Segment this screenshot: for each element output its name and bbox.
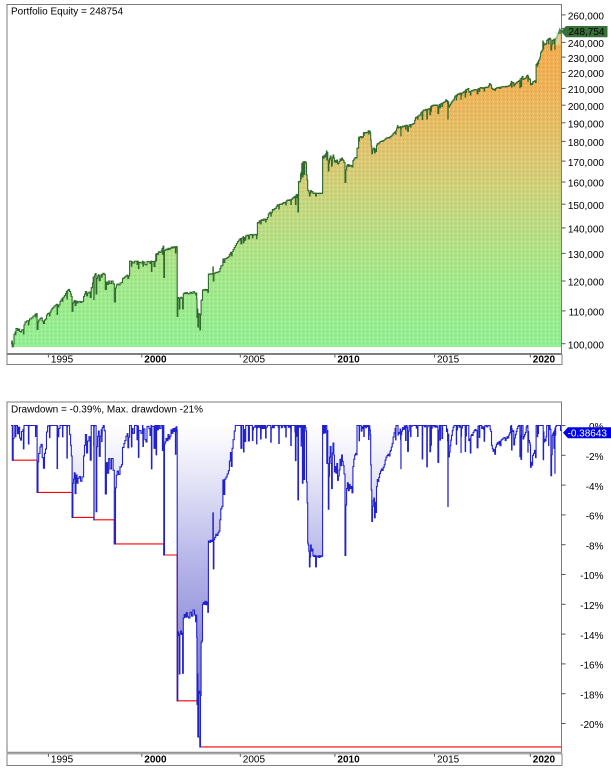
svg-text:240,000: 240,000 xyxy=(568,39,605,50)
svg-text:2010: 2010 xyxy=(337,755,360,766)
svg-text:2020: 2020 xyxy=(533,755,556,766)
svg-text:110,000: 110,000 xyxy=(569,308,605,319)
svg-text:-12%: -12% xyxy=(580,601,603,612)
svg-text:Portfolio Equity = 248754: Portfolio Equity = 248754 xyxy=(11,7,123,18)
svg-text:Drawdown = -0.39%, Max. drawdo: Drawdown = -0.39%, Max. drawdown -21% xyxy=(11,405,203,416)
svg-text:-10%: -10% xyxy=(580,571,603,582)
svg-text:2015: 2015 xyxy=(437,755,460,766)
svg-text:-0.38643: -0.38643 xyxy=(568,428,608,439)
svg-text:2020: 2020 xyxy=(533,355,556,366)
svg-text:-18%: -18% xyxy=(580,690,603,701)
svg-text:2015: 2015 xyxy=(437,355,460,366)
svg-text:1995: 1995 xyxy=(51,755,74,766)
svg-text:-20%: -20% xyxy=(580,720,603,731)
svg-text:1995: 1995 xyxy=(51,355,74,366)
svg-text:200,000: 200,000 xyxy=(568,102,605,113)
svg-text:260,000: 260,000 xyxy=(568,12,605,23)
svg-text:-6%: -6% xyxy=(586,512,604,523)
svg-text:190,000: 190,000 xyxy=(568,120,605,131)
svg-text:-14%: -14% xyxy=(580,631,603,642)
svg-text:-16%: -16% xyxy=(580,661,603,672)
svg-text:210,000: 210,000 xyxy=(568,85,605,96)
svg-text:248,754: 248,754 xyxy=(568,27,605,38)
svg-text:120,000: 120,000 xyxy=(568,278,605,289)
svg-text:140,000: 140,000 xyxy=(568,225,605,236)
svg-text:230,000: 230,000 xyxy=(568,54,605,65)
svg-text:2000: 2000 xyxy=(144,355,167,366)
svg-text:-8%: -8% xyxy=(586,541,604,552)
svg-text:2005: 2005 xyxy=(243,755,266,766)
svg-text:220,000: 220,000 xyxy=(568,69,605,80)
svg-text:160,000: 160,000 xyxy=(568,179,605,190)
svg-text:-4%: -4% xyxy=(586,482,604,493)
svg-text:2010: 2010 xyxy=(337,355,360,366)
svg-text:130,000: 130,000 xyxy=(568,250,605,261)
svg-text:-2%: -2% xyxy=(586,452,604,463)
svg-text:180,000: 180,000 xyxy=(568,138,605,149)
svg-text:150,000: 150,000 xyxy=(568,201,605,212)
svg-text:170,000: 170,000 xyxy=(568,158,605,169)
svg-text:2005: 2005 xyxy=(243,355,266,366)
svg-text:100,000: 100,000 xyxy=(568,340,605,351)
svg-text:2000: 2000 xyxy=(144,755,167,766)
